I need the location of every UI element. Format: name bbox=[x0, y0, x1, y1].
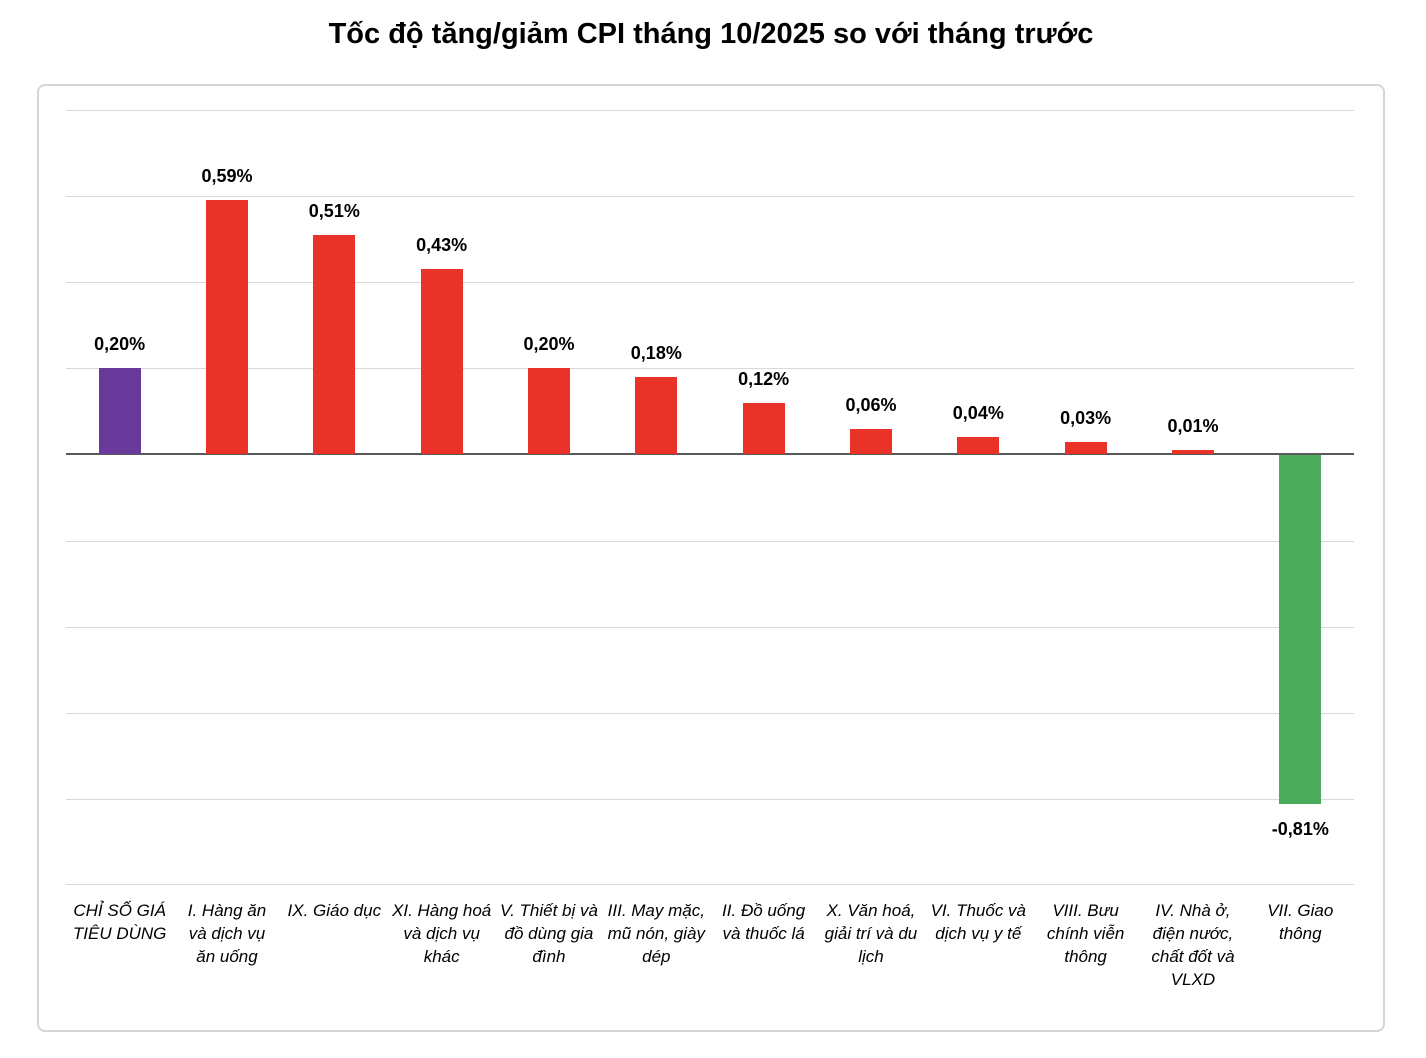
chart-area: 0,20% 0,59% 0,51% 0,43% 0,20% 0,18% 0,12% 0,06%… bbox=[37, 84, 1385, 1032]
bar-value-label: 0,06% bbox=[845, 394, 897, 415]
bar-value-label: 0,18% bbox=[630, 342, 682, 363]
category-label: I. Hàng ăn và dịch vụ ăn uống bbox=[187, 901, 267, 966]
gridline bbox=[66, 110, 1354, 111]
gridline bbox=[66, 368, 1354, 369]
category-label: V. Thiết bị và đồ dùng gia đình bbox=[500, 901, 598, 966]
plot-area: 0,20% 0,59% 0,51% 0,43% 0,20% 0,18% 0,12% 0,06%… bbox=[66, 110, 1354, 885]
gridline bbox=[66, 282, 1354, 283]
bar-value-label: 0,03% bbox=[1060, 407, 1112, 428]
category-label: II. Đồ uống và thuốc lá bbox=[722, 901, 806, 943]
bar-value-label: 0,04% bbox=[952, 403, 1004, 424]
bar-value-label: 0,12% bbox=[738, 368, 790, 389]
bar-7 bbox=[742, 402, 785, 455]
gridline bbox=[66, 541, 1354, 542]
chart-title: Tốc độ tăng/giảm CPI tháng 10/2025 so vớ… bbox=[328, 18, 1094, 50]
gridline bbox=[66, 627, 1354, 628]
category-label: CHỈ SỐ GIÁ TIÊU DÙNG bbox=[72, 901, 167, 943]
bar-12 bbox=[1279, 455, 1322, 805]
bar-6 bbox=[635, 376, 678, 455]
bar-value-label: 0,20% bbox=[94, 334, 146, 355]
bar-value-label: -0,81% bbox=[1271, 819, 1329, 840]
bar-1 bbox=[98, 368, 141, 455]
bar-2 bbox=[206, 200, 248, 455]
category-label: VII. Giao thông bbox=[1267, 901, 1334, 943]
gridline bbox=[66, 884, 1354, 885]
bar-10 bbox=[1064, 441, 1107, 455]
category-label: XI. Hàng hoá và dịch vụ khác bbox=[392, 901, 492, 966]
category-label: III. May mặc, mũ nón, giày dép bbox=[607, 901, 705, 966]
bar-value-label: 0,59% bbox=[201, 166, 253, 187]
category-label: X. Văn hoá, giải trí và du lịch bbox=[824, 901, 918, 966]
bar-3 bbox=[313, 234, 356, 455]
bar-value-label: 0,20% bbox=[523, 334, 575, 355]
bar-11 bbox=[1172, 450, 1214, 455]
bar-value-label: 0,01% bbox=[1167, 416, 1219, 437]
bar-4 bbox=[420, 269, 463, 455]
category-label: IX. Giáo dục bbox=[287, 901, 382, 920]
bar-9 bbox=[957, 437, 1000, 455]
category-label: VI. Thuốc và dịch vụ y tế bbox=[930, 901, 1026, 943]
zero-axis-line bbox=[66, 453, 1354, 456]
category-label: VIII. Bưu chính viễn thông bbox=[1046, 901, 1125, 966]
gridline bbox=[66, 196, 1354, 197]
gridline bbox=[66, 713, 1354, 714]
gridline bbox=[66, 799, 1354, 800]
category-label: IV. Nhà ở, điện nước, chất đốt và VLXD bbox=[1151, 901, 1235, 989]
category-axis: CHỈ SỐ GIÁ TIÊU DÙNG I. Hàng ăn và dịch v… bbox=[66, 899, 1354, 991]
bar-value-label: 0,43% bbox=[416, 235, 468, 256]
bar-5 bbox=[528, 368, 570, 455]
bar-8 bbox=[850, 428, 892, 455]
bar-value-label: 0,51% bbox=[308, 200, 360, 221]
